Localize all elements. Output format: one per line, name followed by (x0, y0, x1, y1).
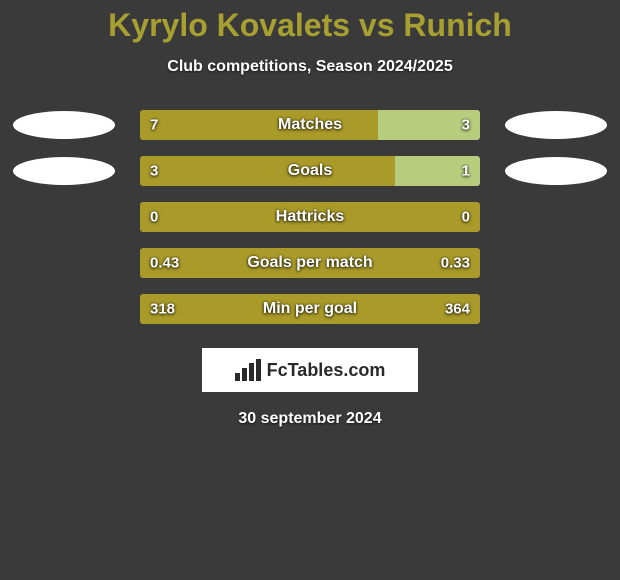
stat-row: 0 0 Hattricks (0, 202, 620, 232)
left-value: 318 (150, 301, 175, 318)
stat-bar: 3 1 Goals (140, 156, 480, 186)
logo-text: FcTables.com (267, 360, 386, 381)
stat-rows: 7 3 Matches 3 1 Goals 0 0 Hattricks 0.43 0.33 Goals… (0, 110, 620, 324)
ellipse-icon (13, 157, 115, 185)
stat-bar: 0.43 0.33 Goals per match (140, 248, 480, 278)
left-icon-slot (10, 111, 118, 139)
stat-bar: 0 0 Hattricks (140, 202, 480, 232)
stat-row: 318 364 Min per goal (0, 294, 620, 324)
comparison-infographic: Kyrylo Kovalets vs Runich Club competiti… (0, 0, 620, 580)
subtitle: Club competitions, Season 2024/2025 (0, 58, 620, 76)
stat-label: Matches (278, 116, 342, 134)
ellipse-icon (13, 111, 115, 139)
stat-label: Min per goal (263, 300, 357, 318)
barchart-icon (235, 359, 261, 381)
right-value: 0 (462, 209, 470, 226)
left-icon-slot (10, 157, 118, 185)
date-line: 30 september 2024 (0, 410, 620, 428)
stat-row: 3 1 Goals (0, 156, 620, 186)
right-icon-slot (502, 157, 610, 185)
stat-label: Goals (288, 162, 332, 180)
right-icon-slot (502, 111, 610, 139)
left-value: 0 (150, 209, 158, 226)
bar-segment-left (140, 110, 378, 140)
right-value: 0.33 (441, 255, 470, 272)
ellipse-icon (505, 157, 607, 185)
bar-segment-left (140, 156, 395, 186)
left-value: 3 (150, 163, 158, 180)
stat-label: Hattricks (276, 208, 344, 226)
right-value: 1 (462, 163, 470, 180)
left-value: 0.43 (150, 255, 179, 272)
stat-row: 0.43 0.33 Goals per match (0, 248, 620, 278)
source-logo: FcTables.com (202, 348, 418, 392)
stat-bar: 7 3 Matches (140, 110, 480, 140)
left-value: 7 (150, 117, 158, 134)
ellipse-icon (505, 111, 607, 139)
right-value: 364 (445, 301, 470, 318)
page-title: Kyrylo Kovalets vs Runich (0, 6, 620, 44)
stat-bar: 318 364 Min per goal (140, 294, 480, 324)
stat-row: 7 3 Matches (0, 110, 620, 140)
stat-label: Goals per match (247, 254, 372, 272)
right-value: 3 (462, 117, 470, 134)
